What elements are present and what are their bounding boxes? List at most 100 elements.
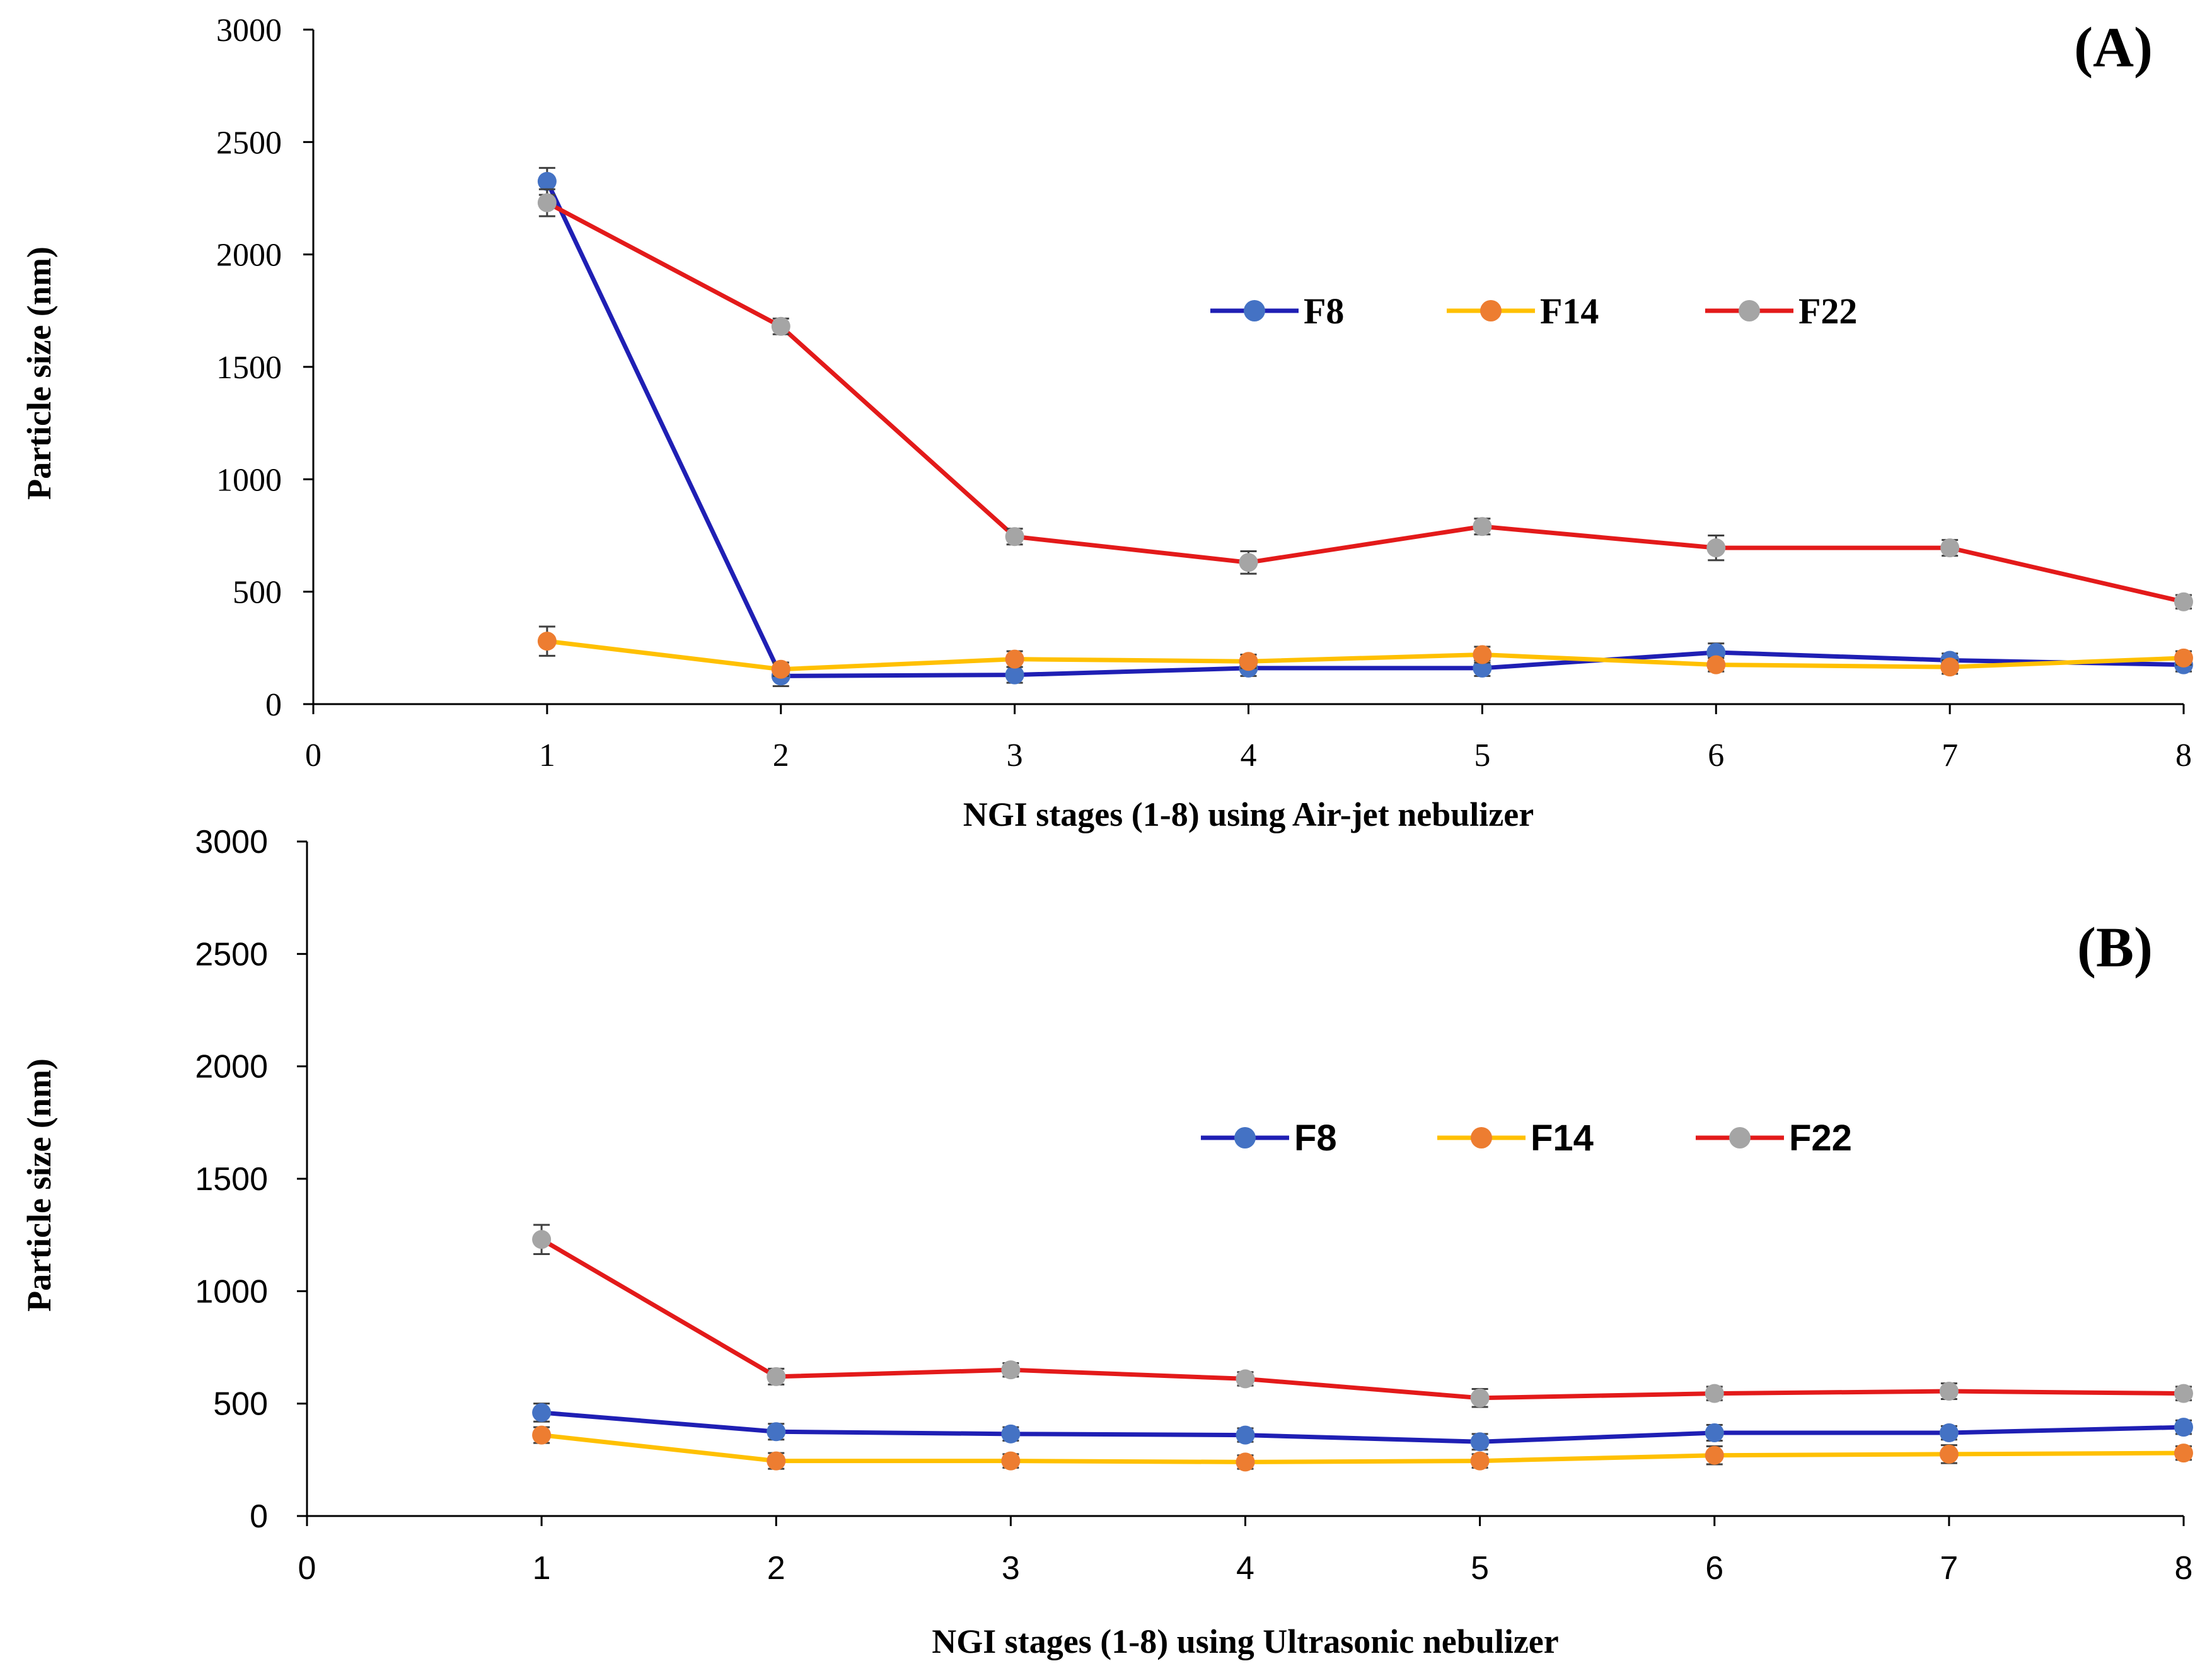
data-point-f22 (1705, 1384, 1724, 1403)
data-point-f22 (1940, 538, 1960, 558)
legend-marker (1244, 300, 1265, 321)
x-tick-label: 7 (1942, 738, 1958, 773)
data-point-f22 (2174, 592, 2193, 611)
x-tick-label: 0 (298, 1550, 316, 1587)
data-point-f8 (1705, 1423, 1724, 1443)
data-point-f22 (1470, 1388, 1490, 1408)
y-tick-label: 1500 (195, 1161, 268, 1198)
x-tick-label: 3 (1007, 738, 1023, 773)
legend-entry-f14: F14 (1447, 291, 1599, 332)
y-tick-label: 3000 (195, 824, 268, 860)
data-point-f8 (1236, 1425, 1255, 1445)
legend-label: F14 (1540, 291, 1599, 332)
legend-marker (1471, 1127, 1492, 1149)
data-point-f14 (532, 1425, 552, 1445)
y-tick-label: 2000 (216, 238, 282, 274)
x-tick-label: 7 (1940, 1550, 1958, 1587)
series-line-f22 (546, 200, 2184, 605)
y-tick-label: 3000 (216, 13, 282, 49)
x-tick-label: 2 (767, 1550, 785, 1587)
series-line-f8 (545, 180, 2184, 678)
x-axis-label: NGI stages (1-8) using Air-jet nebulizer (963, 796, 1534, 833)
data-point-f14 (1705, 1445, 1724, 1465)
data-point-f14 (767, 1451, 786, 1471)
y-tick-label: 1000 (216, 462, 282, 498)
panel-label: (B) (2077, 917, 2153, 979)
data-point-f14 (1473, 645, 1492, 664)
data-point-f22 (1236, 1369, 1255, 1389)
data-point-f14 (1940, 657, 1960, 677)
series-line-f14 (541, 1433, 2184, 1464)
data-point-f14 (1939, 1444, 1959, 1464)
y-tick-label: 1000 (195, 1273, 268, 1310)
data-point-f22 (1706, 538, 1726, 558)
y-tick-label: 1500 (216, 350, 282, 386)
y-axis-label: Particle size (nm) (20, 246, 58, 500)
data-point-f22 (1001, 1360, 1021, 1380)
y-tick-label: 500 (233, 575, 282, 611)
data-point-f14 (1470, 1451, 1490, 1471)
data-point-f14 (1239, 652, 1258, 671)
legend-marker (1234, 1127, 1256, 1149)
legend-label: F8 (1294, 1118, 1337, 1159)
data-point-f14 (1706, 655, 1726, 674)
data-point-f22 (1005, 527, 1024, 547)
x-axis-label: NGI stages (1-8) using Ultrasonic nebuli… (932, 1623, 1558, 1660)
series-line-f22 (540, 1237, 2184, 1401)
y-tick-label: 2500 (216, 125, 282, 161)
data-point-f22 (771, 316, 790, 336)
series-line-f14 (547, 639, 2184, 672)
legend-label: F22 (1789, 1118, 1852, 1159)
x-tick-label: 4 (1241, 738, 1257, 773)
data-point-f8 (1005, 665, 1024, 685)
x-tick-label: 6 (1705, 1550, 1723, 1587)
panel-b: 0 500 1000 1500 2000 2500 3000 0 1 2 3 4 5 6 7 8 NGI sta… (20, 824, 2193, 1660)
data-point-f14 (1236, 1452, 1255, 1472)
data-point-f22 (1939, 1382, 1959, 1401)
legend-entry-f22: F22 (1705, 291, 1857, 332)
data-point-f22 (532, 1230, 552, 1249)
x-tick-label: 3 (1002, 1550, 1020, 1587)
data-point-f14 (2174, 1444, 2193, 1463)
series-line-f8 (541, 1410, 2184, 1444)
data-point-f8 (767, 1422, 786, 1442)
y-tick-label: 0 (265, 687, 282, 723)
legend-label: F8 (1304, 291, 1344, 332)
x-tick-label: 8 (2175, 738, 2192, 773)
y-tick-label: 2000 (195, 1049, 268, 1085)
legend-entry-f8: F8 (1201, 1118, 1337, 1159)
data-point-f22 (537, 193, 557, 212)
data-point-f22 (1473, 517, 1492, 536)
data-point-f8 (532, 1403, 552, 1422)
data-point-f22 (767, 1367, 786, 1386)
legend-marker (1739, 300, 1760, 321)
legend-marker (1480, 300, 1502, 321)
data-point-f22 (2174, 1384, 2193, 1403)
x-tick-label: 2 (773, 738, 789, 773)
data-point-f8 (1001, 1424, 1021, 1444)
legend-marker (1729, 1127, 1751, 1149)
data-point-f8 (537, 171, 557, 191)
x-tick-label: 1 (533, 1550, 551, 1587)
data-point-f14 (771, 659, 790, 679)
data-point-f8 (2174, 1418, 2193, 1437)
legend-entry-f8: F8 (1210, 291, 1344, 332)
legend-label: F14 (1531, 1118, 1594, 1159)
data-point-f22 (1239, 553, 1258, 572)
x-tick-label: 5 (1474, 738, 1490, 773)
data-point-f14 (2174, 648, 2193, 668)
x-tick-label: 5 (1471, 1550, 1489, 1587)
data-point-f14 (1001, 1451, 1021, 1471)
x-tick-label: 1 (539, 738, 555, 773)
legend-label: F22 (1798, 291, 1857, 332)
y-tick-label: 500 (213, 1386, 268, 1423)
y-axis-label: Particle size (nm) (20, 1058, 58, 1312)
legend-entry-f22: F22 (1696, 1118, 1852, 1159)
y-tick-label: 0 (250, 1498, 268, 1535)
legend-entry-f14: F14 (1437, 1118, 1594, 1159)
panel-a: 0 500 1000 1500 2000 2500 3000 0 1 2 3 4 5 6 7 8 NGI sta… (20, 13, 2193, 833)
x-tick-label: 6 (1708, 738, 1724, 773)
data-point-f8 (1939, 1423, 1959, 1443)
data-point-f14 (537, 632, 557, 651)
